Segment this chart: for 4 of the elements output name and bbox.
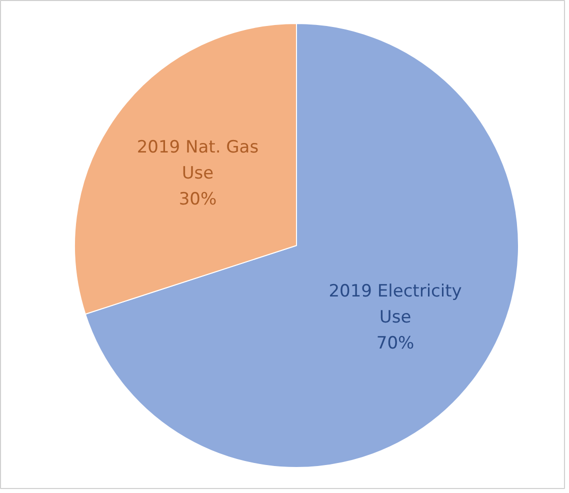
slice-label: 2019 Electricity Use [328,281,462,328]
slice-label: 2019 Nat. Gas Use [136,138,259,184]
data-label: 30% [178,190,217,210]
data-label: 70% [376,333,414,354]
